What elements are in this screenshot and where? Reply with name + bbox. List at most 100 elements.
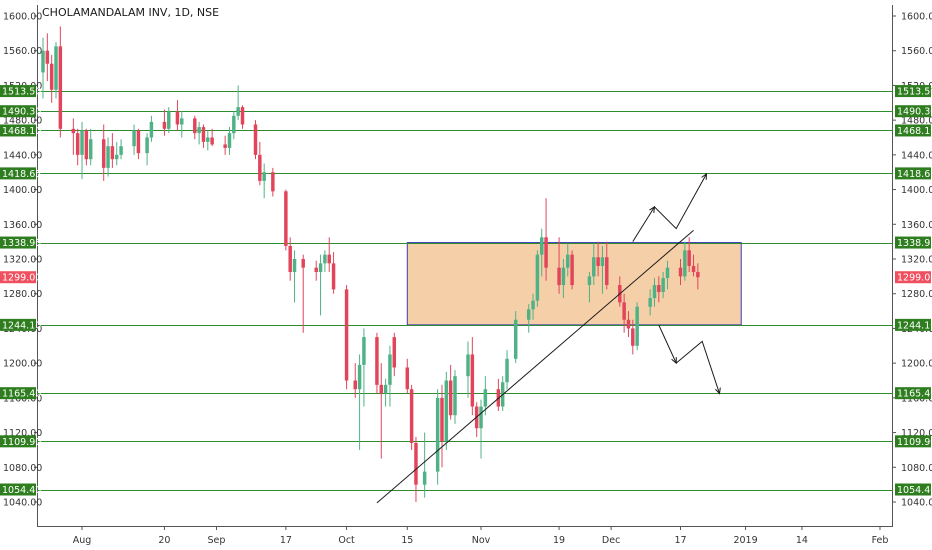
- y-tick-label-left: 1440.00: [3, 150, 42, 161]
- candle: [635, 302, 639, 351]
- candle: [561, 259, 566, 299]
- candle-body: [41, 50, 45, 73]
- candle-body: [596, 257, 600, 266]
- candle-body: [288, 245, 292, 273]
- candle-body: [665, 267, 670, 279]
- x-tick-label: 14: [796, 535, 808, 546]
- y-tick-label-left: 1080.00: [3, 463, 42, 474]
- price-badge-label: 1418.65: [897, 169, 932, 180]
- candle-body: [301, 259, 305, 268]
- candle-body: [600, 257, 605, 266]
- candle-body: [258, 154, 262, 181]
- candle-body: [466, 354, 470, 377]
- price-badge-label: 1418.65: [2, 169, 41, 180]
- candle-body: [652, 285, 657, 299]
- candle-body: [544, 237, 548, 268]
- candle: [236, 85, 240, 121]
- y-tick-label-left: 1360.00: [3, 220, 42, 231]
- candle: [535, 250, 540, 307]
- candle: [227, 127, 232, 155]
- candle-body: [271, 172, 275, 192]
- consolidation-zone: [406, 242, 742, 326]
- bearish-projection-arrow: [658, 324, 721, 395]
- candle: [119, 139, 123, 160]
- candle: [375, 332, 379, 394]
- x-tick-label: 20: [158, 535, 170, 546]
- trendline: [376, 229, 694, 504]
- candle: [539, 228, 544, 277]
- consolidation-zone-layer: [406, 242, 742, 326]
- candle: [531, 293, 535, 320]
- candle-body: [227, 133, 232, 148]
- candle-body: [409, 389, 414, 443]
- candle-body: [505, 358, 509, 383]
- candle-body: [201, 127, 206, 142]
- y-tick-label-right: 1560.00: [901, 46, 932, 57]
- candle: [240, 105, 245, 129]
- price-badge-label: 1299.00: [2, 273, 41, 284]
- candle: [453, 370, 457, 424]
- candle-body: [435, 397, 440, 472]
- arrow-head: [649, 205, 656, 213]
- candle: [435, 389, 440, 485]
- candle: [284, 189, 288, 251]
- price-badge-bg: [895, 483, 931, 496]
- candles-layer: [41, 26, 700, 502]
- candle-body: [110, 146, 115, 160]
- candle: [379, 363, 384, 459]
- price-badge-label: 1165.40: [2, 389, 41, 400]
- candle-body: [357, 364, 362, 390]
- candle-body: [101, 139, 106, 168]
- horizontal-levels-layer: [37, 91, 893, 491]
- candle: [180, 111, 184, 138]
- candle-body: [375, 337, 379, 385]
- candle-body: [405, 367, 410, 390]
- candle: [353, 363, 357, 398]
- price-badge-bg: [895, 85, 931, 98]
- price-badge-label: 1299.00: [897, 273, 932, 284]
- candle-body: [145, 137, 149, 154]
- candle-body: [696, 272, 700, 278]
- candle-body: [531, 300, 535, 310]
- y-tick-label-right: 1360.00: [901, 220, 932, 231]
- candle: [232, 111, 236, 140]
- candle: [292, 250, 297, 303]
- candle: [197, 121, 201, 145]
- candle: [58, 26, 63, 138]
- candle: [201, 124, 206, 148]
- x-tick-label: 2019: [733, 535, 757, 546]
- candle: [479, 399, 483, 459]
- level-badge-right: 1244.10: [895, 318, 932, 331]
- candle: [631, 319, 635, 355]
- y-tick-label-right: 1200.00: [901, 359, 932, 370]
- candle: [41, 37, 45, 99]
- candle-body: [479, 406, 483, 429]
- price-badge-label: 1054.40: [897, 485, 932, 496]
- candle: [323, 250, 327, 273]
- candle: [71, 118, 76, 155]
- candle-body: [136, 130, 141, 154]
- candle-body: [262, 172, 266, 181]
- candle-body: [353, 380, 357, 390]
- y-tick-label-right: 1440.00: [901, 150, 932, 161]
- price-badge-bg: [0, 483, 36, 496]
- candle: [448, 364, 453, 420]
- candle: [587, 272, 592, 303]
- price-badge-label: 1468.10: [897, 126, 932, 137]
- price-badge-label: 1338.95: [897, 238, 932, 249]
- price-badge-bg: [895, 387, 931, 400]
- price-badge-bg: [895, 271, 931, 284]
- candle: [470, 337, 475, 416]
- candle-body: [448, 380, 453, 416]
- candle-body: [691, 265, 696, 273]
- candle: [444, 371, 449, 450]
- arrow-head: [671, 357, 677, 365]
- price-badge-bg: [0, 124, 36, 137]
- candle: [318, 254, 323, 316]
- candle: [483, 376, 488, 416]
- candle-body: [197, 127, 201, 134]
- candle: [114, 141, 119, 166]
- candle-body: [318, 263, 323, 273]
- candle-body: [88, 139, 93, 160]
